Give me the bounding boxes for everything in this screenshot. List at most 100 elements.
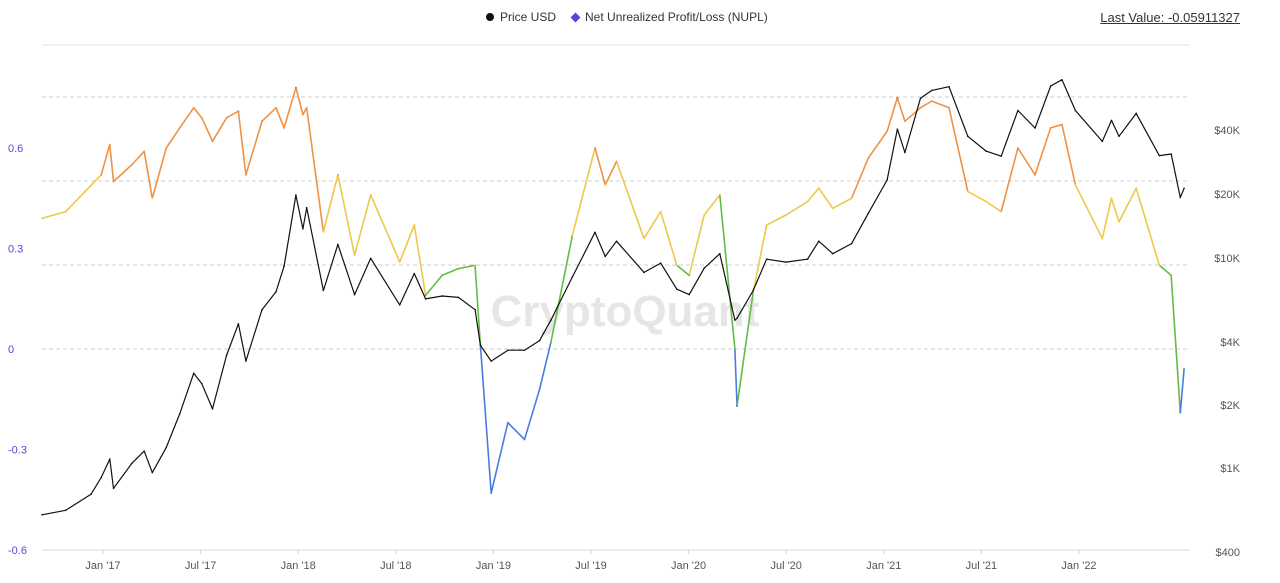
nupl-point	[192, 106, 195, 109]
price-point	[806, 258, 809, 261]
nupl-point	[985, 200, 988, 203]
price-point	[474, 308, 476, 311]
nupl-line-segment	[211, 117, 228, 143]
nupl-point	[703, 214, 706, 216]
nupl-point	[1101, 237, 1104, 240]
nupl-line-segment	[1061, 123, 1077, 186]
nupl-point	[112, 180, 115, 183]
price-point	[785, 261, 787, 263]
price-point	[719, 252, 721, 255]
nupl-line-segment	[1179, 368, 1185, 414]
price-point	[1049, 85, 1052, 87]
nupl-point	[474, 264, 476, 267]
price-point	[659, 262, 662, 264]
y-right-tick-label: $400	[1216, 547, 1240, 559]
nupl-point	[261, 120, 263, 123]
nupl-point	[850, 197, 853, 200]
nupl-point	[100, 173, 103, 176]
nupl-line-segment	[237, 110, 247, 176]
nupl-line-segment	[507, 421, 526, 441]
nupl-line-segment	[353, 194, 372, 256]
nupl-line-segment	[831, 197, 853, 210]
nupl-line-segment	[143, 150, 154, 200]
price-point	[275, 291, 277, 293]
price-point	[302, 228, 304, 230]
price-point	[1170, 153, 1172, 155]
nupl-line-segment	[550, 234, 574, 344]
price-point	[896, 128, 899, 130]
legend-nupl-label: Net Unrealized Profit/Loss (NUPL)	[585, 10, 768, 24]
price-point	[245, 360, 247, 362]
price-legend-marker-icon	[486, 13, 494, 21]
price-point	[734, 319, 736, 321]
nupl-line-segment	[490, 421, 509, 494]
nupl-point	[966, 190, 969, 193]
price-point	[886, 179, 888, 181]
nupl-point	[733, 348, 736, 350]
price-point	[867, 212, 870, 215]
nupl-point	[211, 140, 214, 143]
x-tick-label: Jan '20	[671, 560, 706, 572]
y-right-tick-label: $2K	[1220, 400, 1240, 412]
price-point	[398, 304, 401, 306]
nupl-line-segment	[867, 130, 888, 159]
nupl-point	[785, 214, 787, 216]
nupl-point	[571, 234, 574, 237]
nupl-line-segment	[643, 210, 662, 240]
nupl-line-segment	[930, 100, 950, 109]
nupl-point	[538, 388, 541, 391]
price-point	[200, 382, 203, 385]
axis-labels: 0.6 0.3 0 -0.3 -0.6 $40K $20K $10K $4K $2K $1K $400…	[8, 125, 1241, 572]
nupl-line-segment	[850, 157, 870, 200]
nupl-point	[817, 187, 820, 190]
nupl-line-segment	[225, 110, 240, 119]
y-right-tick-label: $20K	[1214, 189, 1240, 201]
nupl-point	[302, 113, 304, 116]
legend-price[interactable]: Price USD	[486, 10, 556, 24]
x-tick-label: Jul '18	[380, 560, 411, 572]
price-point	[507, 349, 509, 352]
nupl-point	[1016, 147, 1019, 149]
nupl-point	[604, 183, 607, 186]
nupl-line-segment	[112, 163, 133, 183]
price-point	[64, 509, 67, 512]
nupl-line-segment	[659, 210, 678, 267]
nupl-point	[398, 261, 401, 263]
y-left-tick-label: -0.3	[8, 445, 27, 457]
nupl-line-segment	[275, 107, 285, 129]
x-tick-label: Jan '21	[866, 560, 901, 572]
nupl-line-segment	[41, 210, 67, 220]
y-right-tick-label: $1K	[1220, 463, 1240, 475]
y-left-tick-label: 0.3	[8, 244, 23, 256]
nupl-line-segment	[734, 348, 738, 407]
nupl-point	[108, 143, 111, 146]
price-point	[1074, 109, 1077, 112]
price-point	[178, 413, 181, 415]
price-point	[930, 89, 933, 92]
price-point	[604, 255, 607, 258]
price-point	[441, 295, 444, 297]
nupl-line-segment	[806, 187, 820, 203]
nupl-line-segment	[1110, 197, 1120, 223]
price-point	[1017, 109, 1019, 112]
nupl-line-segment	[178, 107, 195, 129]
chart-legend: Price USD Net Unrealized Profit/Loss (NU…	[486, 10, 768, 24]
nupl-point	[305, 106, 308, 109]
nupl-point	[130, 163, 133, 166]
nupl-line-segment	[886, 96, 899, 133]
nupl-line-segment	[100, 143, 111, 176]
price-point	[1183, 187, 1185, 190]
nupl-line-segment	[108, 143, 115, 183]
nupl-line-segment	[64, 190, 86, 213]
nupl-point	[165, 147, 168, 149]
price-point	[283, 265, 285, 267]
price-point	[41, 513, 43, 516]
last-value-link[interactable]: Last Value: -0.05911327	[1100, 10, 1240, 25]
x-tick-label: Jan '22	[1061, 560, 1096, 572]
nupl-point	[424, 294, 427, 297]
nupl-line-segment	[736, 291, 754, 407]
legend-nupl[interactable]: Net Unrealized Profit/Loss (NUPL)	[570, 10, 768, 24]
nupl-point	[322, 230, 325, 233]
x-tick-label: Jul '19	[575, 560, 606, 572]
price-point	[919, 97, 922, 100]
